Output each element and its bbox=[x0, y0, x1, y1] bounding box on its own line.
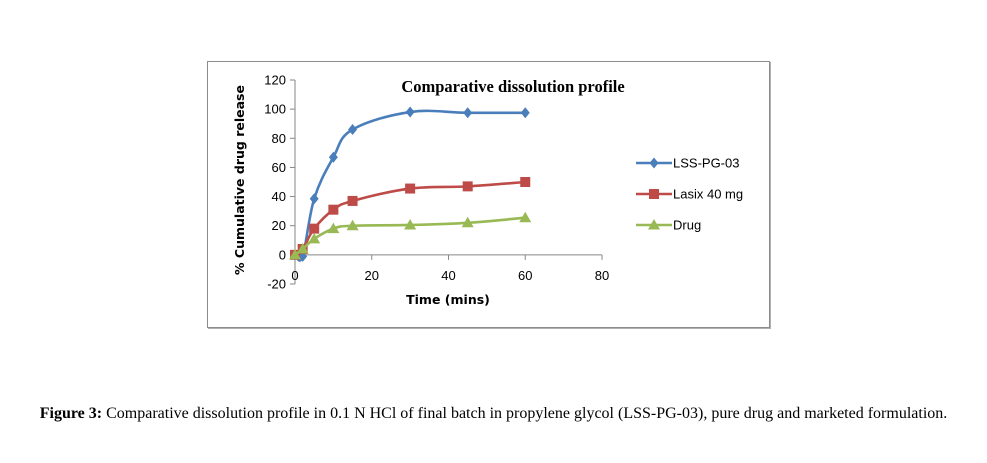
y-tick-label: 0 bbox=[279, 247, 286, 262]
y-tick-label: 100 bbox=[264, 102, 286, 117]
dissolution-chart: Comparative dissolution profile % Cumula… bbox=[232, 73, 743, 308]
data-point bbox=[296, 243, 309, 254]
data-point bbox=[347, 195, 358, 206]
data-point bbox=[519, 211, 532, 223]
legend: LSS-PG-03 Lasix 40 mg Drug bbox=[636, 156, 743, 233]
data-point bbox=[348, 124, 358, 136]
y-tick-label: 40 bbox=[272, 189, 286, 204]
figure-label: Figure 3: bbox=[39, 405, 103, 422]
data-point bbox=[520, 177, 531, 187]
data-point bbox=[520, 107, 530, 119]
square-icon bbox=[649, 189, 659, 199]
x-tick-label: 0 bbox=[291, 268, 298, 283]
data-point bbox=[309, 223, 320, 234]
legend-item: Drug bbox=[636, 218, 701, 233]
data-point bbox=[328, 151, 338, 163]
series-lasix-40-mg bbox=[290, 177, 531, 260]
data-point bbox=[328, 204, 339, 215]
data-point bbox=[289, 248, 301, 260]
y-axis-title: % Cumulative drug release bbox=[232, 85, 247, 275]
y-tick-label: -20 bbox=[267, 277, 286, 292]
x-axis-title: Time (mins) bbox=[406, 292, 490, 307]
y-tick-label: 80 bbox=[272, 131, 286, 146]
plot-area bbox=[289, 106, 532, 262]
chart-title: Comparative dissolution profile bbox=[401, 77, 624, 96]
legend-item: LSS-PG-03 bbox=[636, 156, 739, 171]
data-point bbox=[405, 183, 416, 194]
data-point bbox=[308, 232, 321, 244]
series-drug bbox=[289, 211, 532, 260]
figure-caption-text: Comparative dissolution profile in 0.1 N… bbox=[102, 405, 948, 422]
data-point bbox=[463, 107, 473, 119]
y-tick-label: 60 bbox=[272, 160, 286, 175]
data-point bbox=[462, 181, 473, 192]
legend-label: LSS-PG-03 bbox=[673, 156, 739, 171]
data-point bbox=[346, 219, 359, 231]
data-point bbox=[404, 218, 417, 230]
data-point bbox=[309, 193, 319, 205]
legend-item: Lasix 40 mg bbox=[636, 187, 743, 202]
legend-label: Lasix 40 mg bbox=[673, 187, 743, 202]
y-tick-label: 120 bbox=[264, 73, 286, 88]
y-tick-label: 20 bbox=[272, 218, 286, 233]
x-tick-label: 80 bbox=[595, 268, 609, 283]
x-tick-label: 60 bbox=[518, 268, 532, 283]
triangle-icon bbox=[648, 219, 660, 230]
figure-caption: Figure 3: Comparative dissolution profil… bbox=[0, 398, 987, 429]
chart-frame: Comparative dissolution profile % Cumula… bbox=[207, 61, 770, 328]
data-point bbox=[461, 216, 474, 228]
x-tick-label: 20 bbox=[365, 268, 379, 283]
data-point bbox=[327, 222, 340, 234]
x-tick-label: 40 bbox=[441, 268, 455, 283]
diamond-icon bbox=[649, 157, 659, 169]
legend-label: Drug bbox=[673, 218, 701, 233]
data-point bbox=[405, 106, 415, 118]
axes: -20 0 20 40 60 80 100 120 0 20 40 60 80 bbox=[264, 73, 609, 292]
